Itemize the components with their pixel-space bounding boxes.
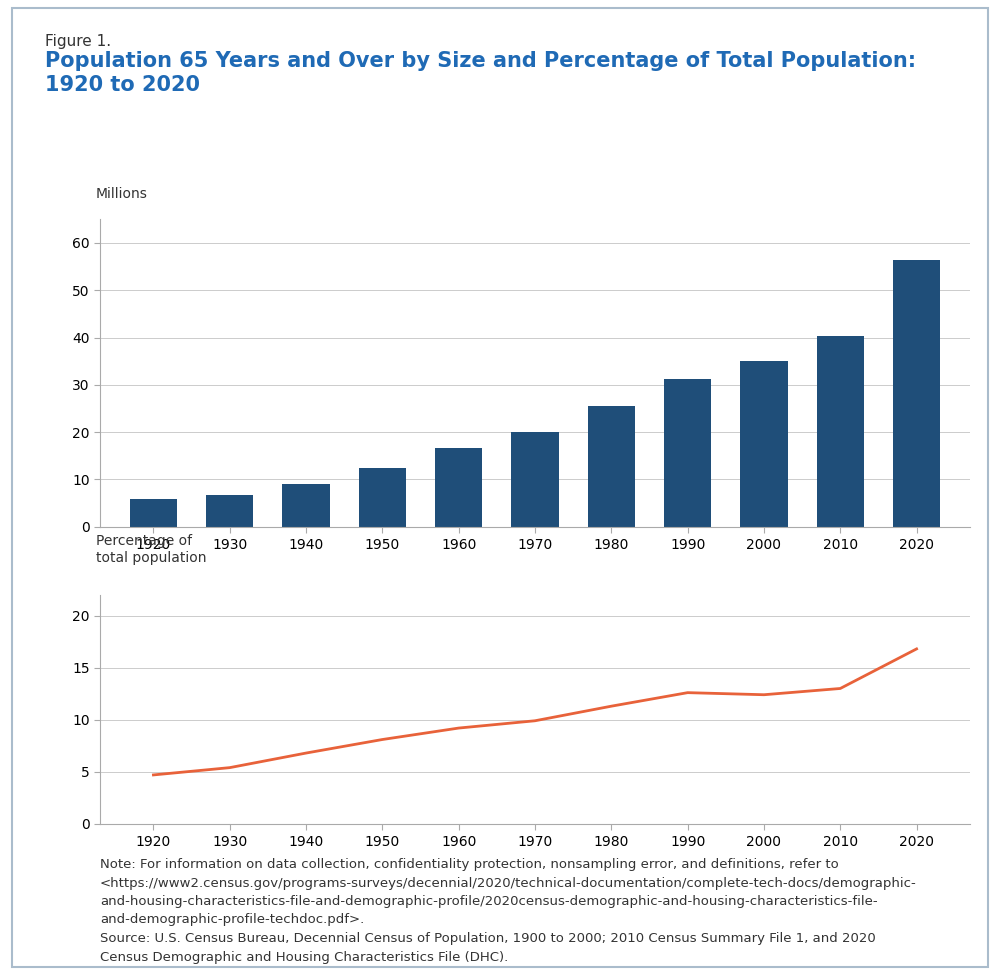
Bar: [130, 499, 177, 526]
Bar: [817, 336, 864, 526]
Bar: [664, 379, 711, 526]
Bar: [893, 260, 940, 526]
Bar: [588, 406, 635, 526]
Bar: [206, 495, 253, 526]
Text: Millions: Millions: [96, 187, 148, 201]
Text: Population 65 Years and Over by Size and Percentage of Total Population:
1920 to: Population 65 Years and Over by Size and…: [45, 51, 916, 95]
Text: Percentage of
total population: Percentage of total population: [96, 533, 206, 565]
Bar: [511, 432, 559, 526]
Text: Figure 1.: Figure 1.: [45, 34, 111, 49]
Bar: [359, 468, 406, 526]
Bar: [435, 448, 482, 526]
Bar: [282, 484, 330, 527]
Text: Note: For information on data collection, confidentiality protection, nonsamplin: Note: For information on data collection…: [100, 858, 917, 963]
Bar: [740, 361, 788, 526]
